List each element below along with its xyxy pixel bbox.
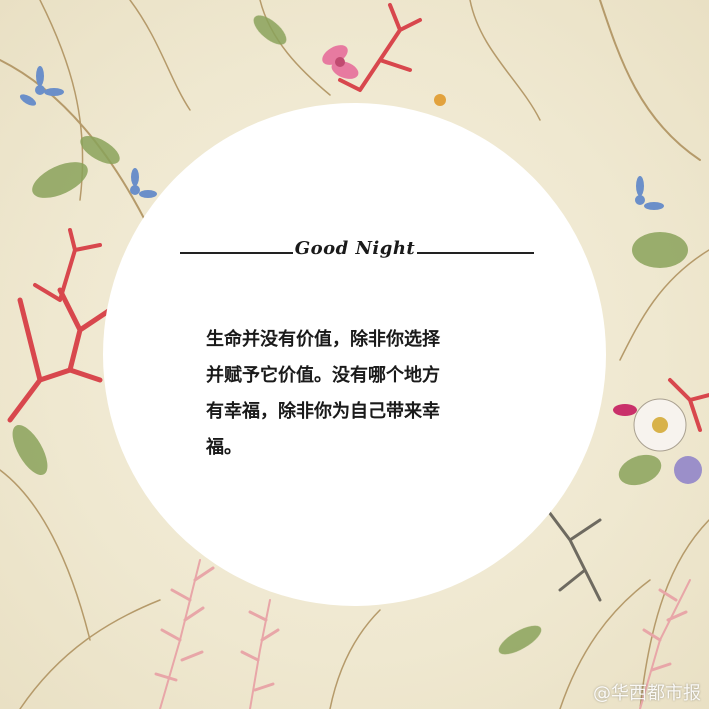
heading-rule-left xyxy=(180,252,293,254)
quote-line: 福。 xyxy=(206,437,242,458)
quote-line: 有幸福，除非你为自己带来幸 xyxy=(206,401,440,422)
card-heading: Good Night xyxy=(294,238,416,259)
quote-line: 生命并没有价值，除非你选择 xyxy=(206,329,440,350)
heading-rule-right xyxy=(417,252,534,254)
quote-card-circle xyxy=(103,103,606,606)
quote-text: 生命并没有价值，除非你选择 并赋予它价值。没有哪个地方 有幸福，除非你为自己带来… xyxy=(206,322,506,466)
source-watermark: @华西都市报 xyxy=(593,683,701,704)
quote-line: 并赋予它价值。没有哪个地方 xyxy=(206,365,440,386)
